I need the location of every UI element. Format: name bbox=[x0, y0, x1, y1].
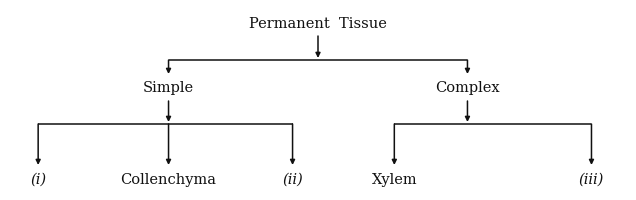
Text: Simple: Simple bbox=[143, 81, 194, 95]
Text: (i): (i) bbox=[30, 173, 46, 187]
Text: Permanent  Tissue: Permanent Tissue bbox=[249, 17, 387, 31]
Text: (iii): (iii) bbox=[579, 173, 604, 187]
Text: Collenchyma: Collenchyma bbox=[121, 173, 216, 187]
Text: (ii): (ii) bbox=[282, 173, 303, 187]
Text: Xylem: Xylem bbox=[371, 173, 417, 187]
Text: Complex: Complex bbox=[435, 81, 500, 95]
